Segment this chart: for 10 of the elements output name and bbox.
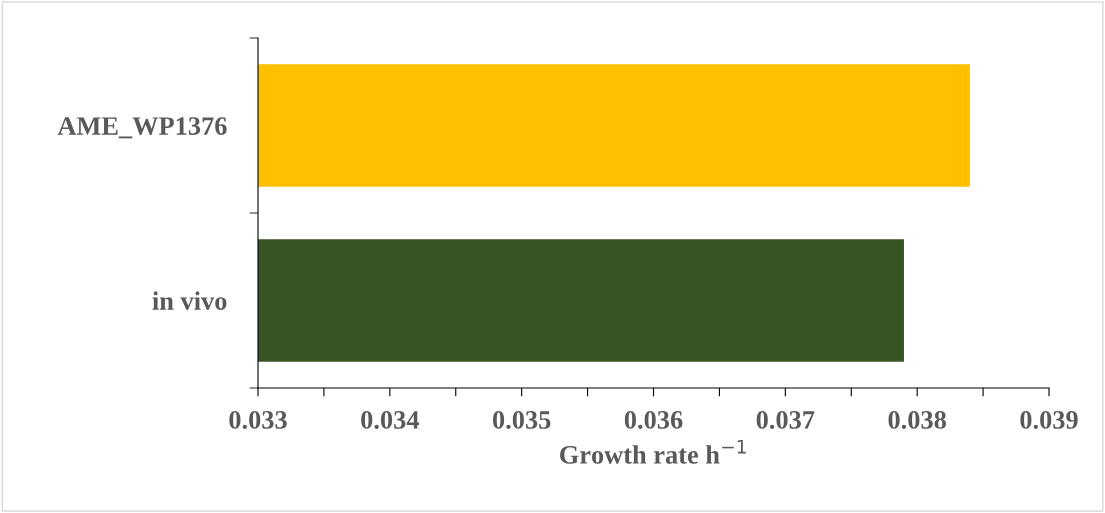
x-tick-label: 0.036 (624, 410, 683, 429)
x-tick-label: 0.033 (229, 410, 287, 429)
y-tick-label: in vivo (152, 291, 227, 310)
x-tick-label: 0.037 (756, 410, 815, 429)
x-tick-label: 0.038 (888, 410, 946, 429)
x-tick-label: 0.039 (1020, 410, 1078, 429)
x-tick-label: 0.034 (361, 410, 420, 429)
x-axis-title: Growth rate h$^{−1}$ (560, 439, 746, 464)
x-tick-label: 0.035 (492, 410, 551, 429)
y-tick-label: AME_WP1376 (57, 117, 227, 139)
